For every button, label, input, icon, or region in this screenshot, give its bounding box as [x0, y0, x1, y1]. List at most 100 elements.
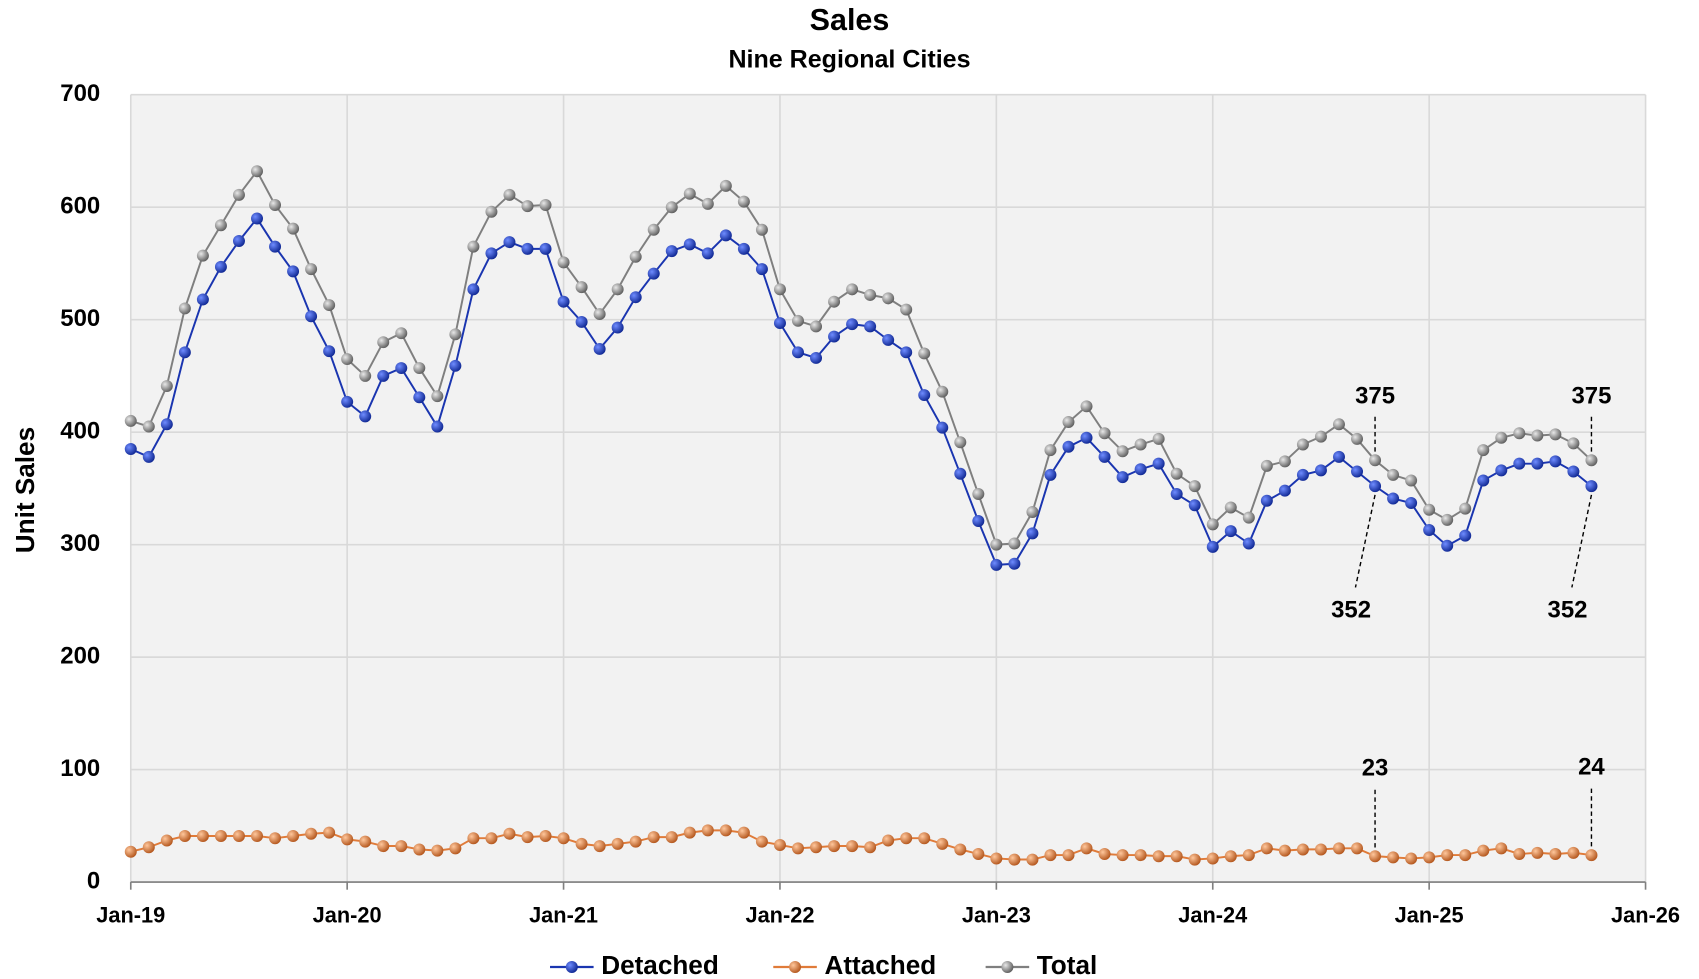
data-point [1296, 438, 1309, 451]
y-tick-label: 400 [60, 418, 100, 445]
data-point [1531, 457, 1544, 470]
data-point [629, 250, 642, 263]
data-point [1585, 480, 1598, 493]
data-point [737, 826, 750, 839]
data-point [341, 833, 354, 846]
chart-title: Sales [810, 3, 890, 37]
data-point [485, 247, 498, 260]
series-line [130, 829, 1592, 861]
data-point [287, 829, 300, 842]
y-axis-label: Unit Sales [10, 427, 40, 553]
data-point [611, 283, 624, 296]
data-label: 352 [1331, 597, 1371, 624]
data-label: 23 [1362, 754, 1389, 781]
series-line [130, 216, 1593, 566]
data-point [1206, 852, 1219, 865]
data-point [1441, 539, 1454, 552]
data-point [629, 835, 642, 848]
data-point [1332, 418, 1345, 431]
data-point [1585, 454, 1598, 467]
data-point [269, 198, 282, 211]
data-point [1278, 455, 1291, 468]
data-point [341, 353, 354, 366]
x-tick-label: Jan-21 [529, 903, 598, 928]
data-point [1224, 850, 1237, 863]
data-point [846, 840, 859, 853]
x-tick-label: Jan-25 [1395, 903, 1464, 928]
data-point [755, 835, 768, 848]
data-point [611, 321, 624, 334]
data-point [1098, 847, 1111, 860]
data-point [1008, 537, 1021, 550]
data-point [1242, 849, 1255, 862]
data-point [323, 826, 336, 839]
data-point [683, 187, 696, 200]
data-point [773, 317, 786, 330]
data-point [1423, 503, 1436, 516]
data-point [1044, 468, 1057, 481]
data-point [124, 443, 137, 456]
data-point [1549, 455, 1562, 468]
data-point [1152, 432, 1165, 445]
x-tick-label: Jan-19 [96, 903, 165, 928]
data-point [773, 838, 786, 851]
data-point [467, 240, 480, 253]
data-point [395, 327, 408, 340]
data-point [359, 410, 372, 423]
data-point [918, 832, 931, 845]
data-point [1134, 849, 1147, 862]
data-point [557, 832, 570, 845]
data-point [449, 359, 462, 372]
data-point [539, 242, 552, 255]
data-point [232, 188, 245, 201]
chart-subtitle: Nine Regional Cities [728, 46, 970, 74]
data-point [846, 283, 859, 296]
data-point [1206, 540, 1219, 553]
data-point [846, 318, 859, 331]
data-point [232, 234, 245, 247]
data-point [719, 179, 732, 192]
data-point [593, 342, 606, 355]
data-point [1531, 429, 1544, 442]
data-point [467, 832, 480, 845]
data-point [1332, 450, 1345, 463]
y-tick-label: 600 [60, 193, 100, 220]
data-point [1549, 847, 1562, 860]
data-point [395, 362, 408, 375]
y-tick-label: 300 [60, 530, 100, 557]
y-tick-label: 500 [60, 305, 100, 332]
data-point [124, 414, 137, 427]
data-point [160, 380, 173, 393]
data-label: 375 [1571, 382, 1611, 409]
data-point [1423, 851, 1436, 864]
data-point [1260, 494, 1273, 507]
data-point [900, 832, 913, 845]
data-point [251, 212, 263, 225]
data-point [593, 308, 606, 321]
data-point [773, 283, 786, 296]
data-point [593, 840, 606, 853]
data-point [395, 840, 408, 853]
data-point [521, 831, 534, 844]
data-point [1441, 513, 1454, 526]
legend-marker [789, 961, 802, 974]
data-point [1026, 853, 1039, 866]
legend-label: Total [1037, 950, 1097, 979]
data-point [503, 236, 516, 249]
data-point [810, 320, 823, 333]
data-point [1062, 440, 1075, 453]
data-point [936, 385, 949, 398]
data-point [431, 844, 444, 857]
data-point [1080, 400, 1093, 413]
data-point [539, 198, 552, 211]
data-point [449, 842, 462, 855]
data-point [864, 288, 877, 301]
data-point [1351, 842, 1364, 855]
data-point [1098, 427, 1111, 440]
data-point [683, 826, 696, 839]
data-point [792, 346, 804, 359]
data-point [413, 362, 426, 375]
y-tick-label: 100 [60, 755, 100, 782]
data-point [629, 291, 642, 304]
data-point [1224, 525, 1237, 538]
